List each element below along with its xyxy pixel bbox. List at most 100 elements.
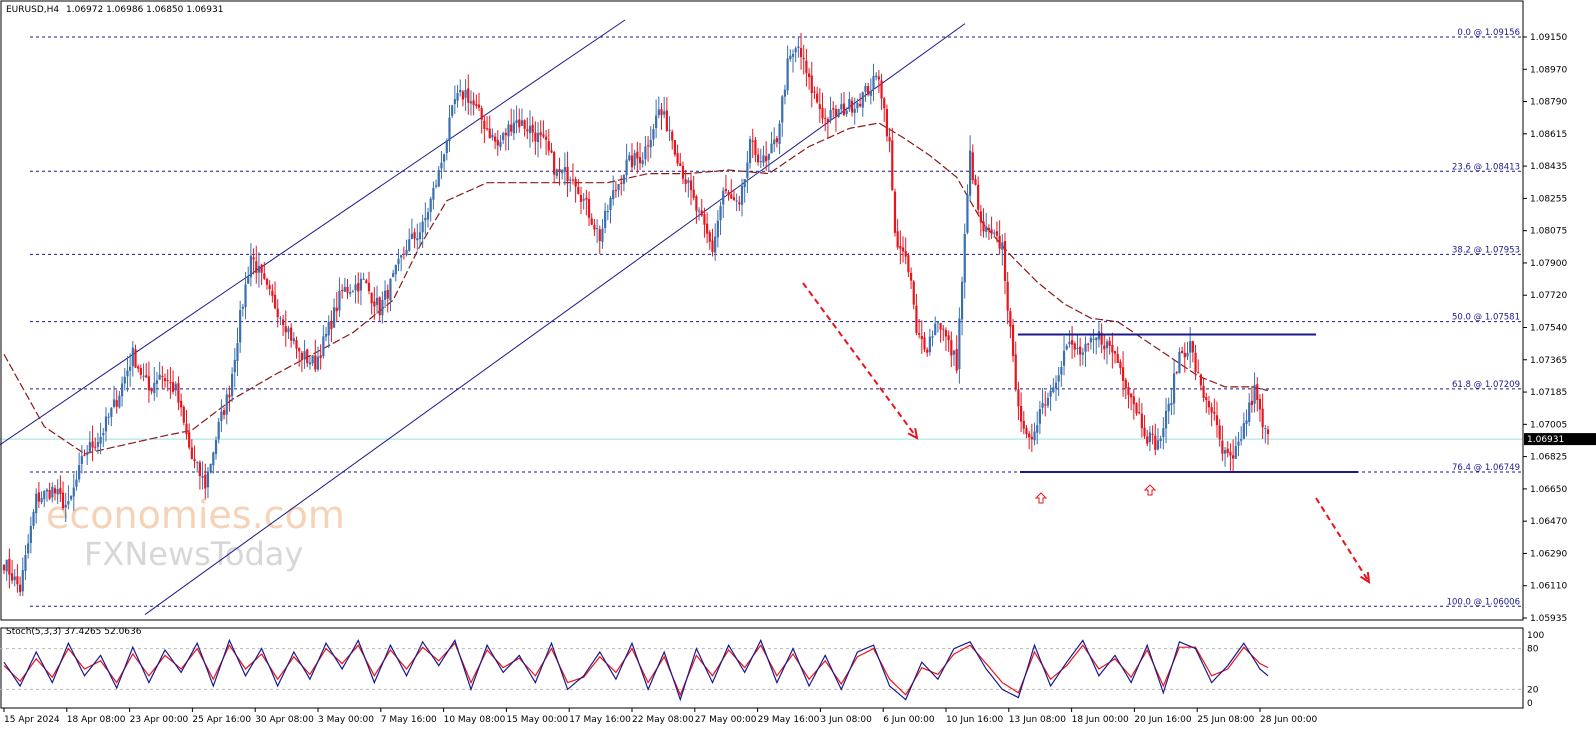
candle-body <box>655 115 658 129</box>
stoch-axis-label: 20 <box>1527 685 1539 695</box>
candle-body <box>883 98 886 109</box>
candle-body <box>145 375 148 378</box>
candle <box>727 190 730 201</box>
candle <box>1237 431 1240 457</box>
candle <box>32 509 35 530</box>
candle-body <box>499 141 502 148</box>
candle-body <box>300 352 303 361</box>
candle-body <box>783 89 787 97</box>
candle-body <box>386 289 389 299</box>
candle-body <box>418 232 422 240</box>
candle <box>405 239 408 257</box>
candle-body <box>824 117 827 119</box>
candle-body <box>1033 431 1036 441</box>
candle-body <box>129 366 132 371</box>
candle-body <box>21 570 24 592</box>
candle-body <box>392 273 395 278</box>
candle-body <box>963 233 966 283</box>
candle-body <box>214 439 218 454</box>
candle <box>343 277 346 292</box>
candle-body <box>595 227 599 229</box>
candle <box>209 463 212 474</box>
candle-body <box>579 194 583 202</box>
candle <box>757 148 760 166</box>
candle <box>1162 417 1165 450</box>
candle-body <box>904 250 907 257</box>
candle <box>722 187 725 218</box>
candle-body <box>35 493 38 514</box>
candle <box>622 174 626 192</box>
candle-body <box>730 194 733 199</box>
candle <box>663 96 666 119</box>
candle <box>104 407 108 442</box>
candle <box>971 144 974 185</box>
candle <box>528 110 532 148</box>
candle <box>453 85 456 115</box>
candle <box>534 121 537 155</box>
candle <box>86 445 89 465</box>
current-price-box <box>1524 433 1596 446</box>
candle-body <box>625 159 628 176</box>
candle-body <box>1113 351 1117 354</box>
candle-body <box>292 338 295 342</box>
candle-body <box>110 407 113 417</box>
candle <box>1028 431 1031 450</box>
candle-body <box>512 122 515 134</box>
candle-body <box>504 132 507 136</box>
candle-body <box>496 139 499 146</box>
candle <box>807 68 811 90</box>
candle <box>1020 392 1023 432</box>
candle <box>754 136 757 163</box>
candle-body <box>137 366 140 369</box>
candle <box>896 219 899 250</box>
candle <box>1221 425 1224 462</box>
candle-body <box>236 343 239 361</box>
candle-body <box>695 196 698 211</box>
candle <box>279 315 282 326</box>
candle <box>743 179 746 203</box>
candle-body <box>700 210 703 216</box>
candle-body <box>1076 348 1079 350</box>
candle <box>271 284 274 303</box>
candle-body <box>196 462 199 464</box>
candle-body <box>781 96 784 123</box>
candle-body <box>971 152 974 181</box>
candle <box>748 135 752 169</box>
candle <box>899 230 902 265</box>
candle <box>802 44 805 75</box>
candle-body <box>477 104 481 108</box>
candle <box>190 439 193 460</box>
candle-body <box>107 416 110 418</box>
candle-body <box>131 347 134 367</box>
candle-body <box>950 340 953 356</box>
candle <box>510 108 513 137</box>
candle-body <box>934 323 937 336</box>
candle <box>300 351 303 372</box>
candle-body <box>740 186 744 205</box>
candle <box>582 192 585 210</box>
candle <box>217 417 220 444</box>
candle <box>72 473 75 512</box>
candle <box>1189 326 1192 369</box>
candle <box>222 407 226 420</box>
candle <box>834 104 838 132</box>
candle-body <box>936 322 940 324</box>
candle-body <box>807 73 811 78</box>
candle <box>247 266 250 284</box>
candle <box>566 151 569 198</box>
candle-body <box>590 218 593 225</box>
candle-body <box>778 123 781 144</box>
candle <box>37 481 40 508</box>
candle-body <box>459 90 462 93</box>
candle <box>381 291 384 324</box>
candle-body <box>416 238 419 241</box>
candle <box>338 277 341 317</box>
candle <box>362 272 365 280</box>
candle-body <box>714 236 717 253</box>
candle <box>5 559 8 581</box>
candle <box>848 91 851 112</box>
candle <box>526 117 529 140</box>
candle <box>730 179 733 199</box>
candle <box>8 548 11 589</box>
